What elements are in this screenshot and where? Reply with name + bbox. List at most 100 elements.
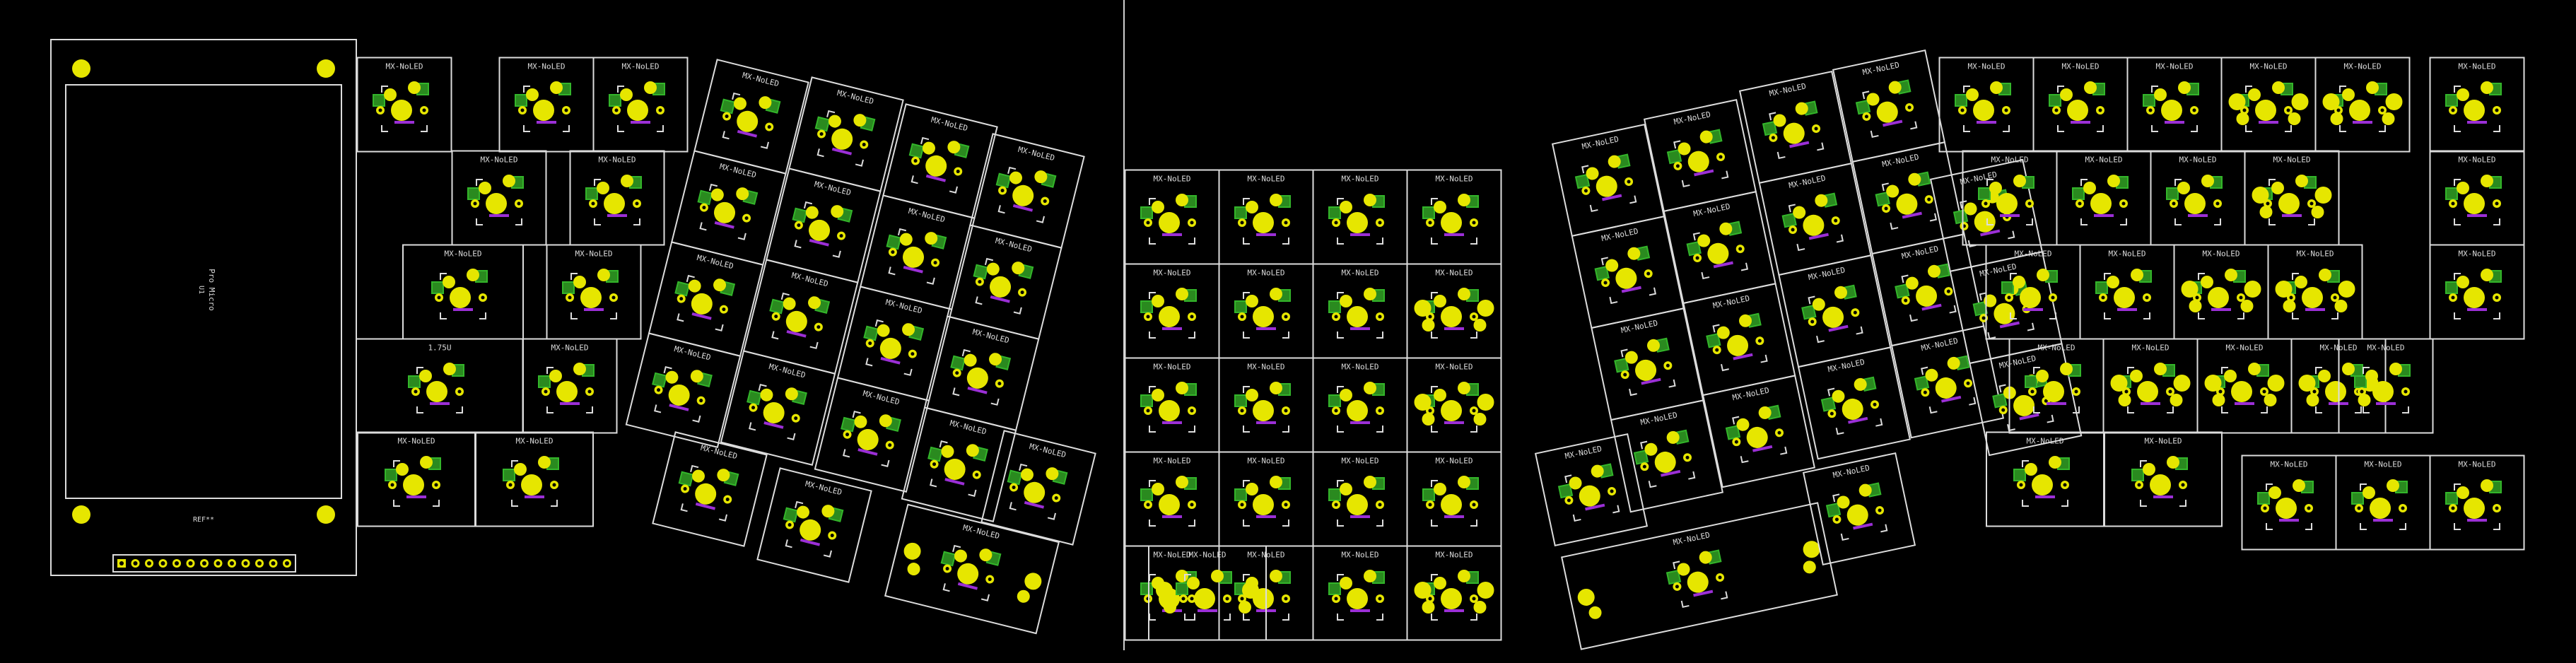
key-switch-footprint[interactable]: MX-NoLED (2104, 431, 2223, 527)
key-switch-footprint[interactable]: MX-NoLED (1312, 545, 1408, 641)
key-switch-footprint[interactable]: MX-NoLED (1758, 163, 1872, 276)
key-switch-footprint[interactable]: MX-NoLED (2056, 150, 2152, 246)
key-switch-footprint[interactable]: MX-NoLED (2126, 57, 2223, 153)
key-switch-footprint[interactable]: MX-NoLED (1986, 431, 2104, 527)
key-switch-footprint[interactable]: MX-NoLED (1218, 451, 1314, 547)
key-switch-footprint[interactable]: MX-NoLED (1871, 233, 1985, 347)
key-switch-footprint[interactable]: MX-NoLED (2267, 244, 2363, 340)
key-switch-footprint[interactable]: MX-NoLED (648, 241, 764, 357)
key-switch-footprint[interactable]: MX-NoLED (969, 133, 1085, 249)
key-switch-footprint[interactable]: MX-NoLED (1591, 307, 1704, 421)
key-switch-footprint[interactable]: MX-NoLED (1738, 70, 1853, 184)
key-switch-footprint[interactable]: MX-NoLED (2429, 244, 2525, 340)
key-switch-footprint[interactable]: MX-NoLED (2150, 150, 2246, 246)
key-switch-footprint[interactable]: MX-NoLED (788, 76, 904, 192)
key-switch-footprint[interactable]: MX-NoLED (522, 338, 618, 434)
key-switch-footprint[interactable]: MX-NoLED (592, 57, 689, 153)
key-switch-footprint[interactable]: MX-NoLED (1218, 357, 1314, 453)
key-switch-footprint[interactable]: MX-NoLED (1312, 263, 1408, 359)
key-switch-footprint[interactable]: MX-NoLED (2079, 244, 2175, 340)
key-switch-footprint[interactable]: 1.75U (356, 338, 524, 434)
center-hole-pad (1347, 400, 1368, 421)
key-switch-footprint[interactable]: MX-NoLED (1571, 216, 1685, 329)
key-switch-footprint[interactable]: MX-NoLED (884, 503, 1060, 635)
key-switch-footprint[interactable]: MX-NoLED (498, 57, 595, 153)
key-switch-footprint[interactable]: MX-NoLED (1124, 169, 1220, 265)
key-switch-footprint[interactable]: MX-NoLED (569, 150, 665, 246)
key-switch-footprint[interactable]: MX-NoLED (2102, 338, 2199, 434)
key-switch-footprint[interactable]: MX-NoLED (1938, 57, 2035, 153)
key-switch-footprint[interactable]: MX-NoLED (1702, 375, 1816, 488)
key-switch-footprint[interactable]: MX-NoLED (1124, 451, 1220, 547)
key-switch-footprint[interactable]: MX-NoLED (2338, 338, 2434, 434)
key-switch-footprint[interactable]: MX-NoLED (814, 377, 930, 493)
key-switch-footprint[interactable]: MX-NoLED (2173, 244, 2269, 340)
key-switch-footprint[interactable]: MX-NoLED (1851, 141, 1965, 255)
key-switch-footprint[interactable]: MX-NoLED (670, 150, 787, 266)
key-switch-footprint[interactable]: MX-NoLED (1148, 545, 1267, 641)
key-switch-footprint[interactable]: MX-NoLED (2314, 57, 2411, 153)
key-switch-footprint[interactable]: MX-NoLED (2429, 454, 2525, 551)
key-switch-footprint[interactable]: MX-NoLED (1534, 433, 1649, 547)
key-switch-footprint[interactable]: MX-NoLED (765, 168, 882, 283)
key-switch-footprint[interactable]: MX-NoLED (1312, 451, 1408, 547)
key-switch-footprint[interactable]: MX-NoLED (1406, 357, 1502, 453)
key-switch-footprint[interactable]: MX-NoLED (1406, 169, 1502, 265)
key-switch-footprint[interactable]: MX-NoLED (693, 59, 809, 175)
key-switch-footprint[interactable]: MX-NoLED (1124, 357, 1220, 453)
key-switch-footprint[interactable]: MX-NoLED (1643, 98, 1757, 213)
key-switch-footprint[interactable]: MX-NoLED (2032, 57, 2129, 153)
key-switch-footprint[interactable]: MX-NoLED (2244, 150, 2340, 246)
key-switch-footprint[interactable]: MX-NoLED (546, 244, 642, 340)
key-switch-footprint[interactable]: MX-NoLED (2196, 338, 2293, 434)
key-switch-footprint[interactable]: MX-NoLED (1218, 263, 1314, 359)
key-switch-footprint[interactable]: MX-NoLED (1312, 357, 1408, 453)
key-switch-footprint[interactable]: MX-NoLED (923, 315, 1040, 431)
key-switch-footprint[interactable]: MX-NoLED (475, 431, 594, 527)
key-switch-footprint[interactable]: MX-NoLED (1962, 150, 2058, 246)
key-switch-footprint[interactable]: MX-NoLED (946, 224, 1062, 340)
pin-pad (2154, 363, 2167, 375)
key-switch-footprint[interactable]: MX-NoLED (357, 431, 476, 527)
key-switch-footprint[interactable]: MX-NoLED (2429, 150, 2525, 246)
key-switch-footprint[interactable]: MX-NoLED (2220, 57, 2317, 153)
key-switch-footprint[interactable]: MX-NoLED (625, 332, 742, 448)
key-switch-footprint[interactable]: MX-NoLED (859, 194, 976, 310)
key-switch-footprint[interactable]: MX-NoLED (1610, 399, 1724, 513)
key-switch-footprint[interactable]: MX-NoLED (1778, 254, 1892, 368)
key-switch-footprint[interactable]: MX-NoLED (1312, 169, 1408, 265)
switch-corner-mark (2237, 312, 2244, 319)
key-switch-footprint[interactable]: MX-NoLED (2241, 454, 2337, 551)
key-switch-footprint[interactable]: MX-NoLED (1406, 545, 1502, 641)
key-switch-footprint[interactable]: MX-NoLED (402, 244, 524, 340)
pin-pad (1152, 295, 1164, 307)
key-switch-footprint[interactable]: MX-NoLED (836, 286, 953, 401)
key-switch-footprint[interactable]: MX-NoLED (720, 350, 836, 466)
key-switch-footprint[interactable]: MX-NoLED (1802, 452, 1916, 566)
key-switch-footprint[interactable]: MX-NoLED (1797, 346, 1911, 460)
key-switch-footprint[interactable]: MX-NoLED (1832, 49, 1946, 163)
switch-corner-mark (511, 500, 518, 507)
key-switch-footprint[interactable]: MX-NoLED (2335, 454, 2431, 551)
reference-mark (1444, 609, 1464, 612)
key-switch-footprint[interactable]: MX-NoLED (1561, 502, 1838, 650)
key-switch-footprint[interactable]: MX-NoLED (356, 57, 452, 153)
key-switch-footprint[interactable]: MX-NoLED (1890, 325, 2005, 439)
key-switch-footprint[interactable]: MX-NoLED (1551, 123, 1665, 237)
key-switch-footprint[interactable]: MX-NoLED (756, 467, 872, 583)
key-switch-footprint[interactable]: MX-NoLED (1124, 263, 1220, 359)
key-switch-footprint[interactable]: MX-NoLED (2008, 338, 2104, 434)
key-switch-footprint[interactable]: MX-NoLED (901, 406, 1017, 522)
key-switch-footprint[interactable]: MX-NoLED (1663, 191, 1776, 305)
key-switch-footprint[interactable]: MX-NoLED (1218, 169, 1314, 265)
key-switch-footprint[interactable]: MX-NoLED (1406, 451, 1502, 547)
key-switch-footprint[interactable]: MX-NoLED (2429, 57, 2525, 153)
key-switch-footprint[interactable]: MX-NoLED (1682, 283, 1796, 397)
key-switch-footprint[interactable]: MX-NoLED (742, 259, 859, 375)
key-switch-footprint[interactable]: MX-NoLED (451, 150, 547, 246)
key-switch-footprint[interactable]: MX-NoLED (1406, 263, 1502, 359)
reference-mark (1444, 515, 1464, 518)
key-switch-footprint[interactable]: MX-NoLED (882, 103, 998, 219)
